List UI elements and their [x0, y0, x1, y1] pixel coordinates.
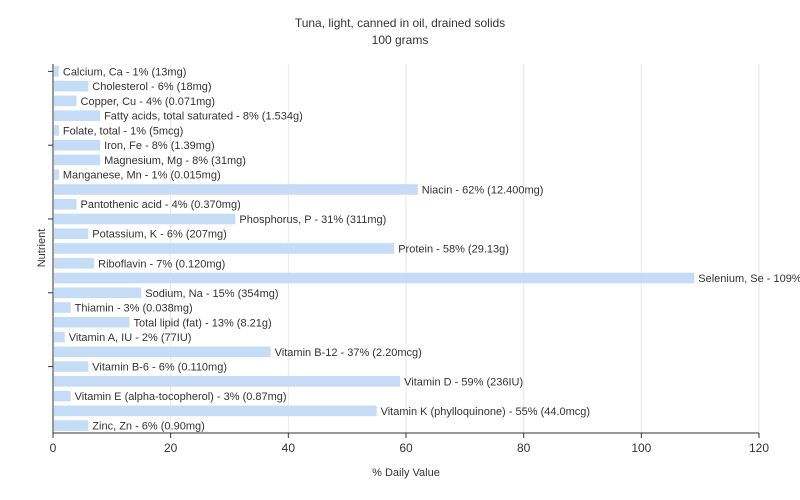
x-tick-label: 100	[631, 441, 651, 455]
bar-label: Copper, Cu - 4% (0.071mg)	[81, 96, 216, 108]
bar	[54, 80, 89, 92]
bar	[54, 213, 236, 225]
x-tick-label: 40	[282, 441, 296, 455]
bar	[54, 346, 271, 358]
bar-label: Niacin - 62% (12.400mg)	[422, 184, 544, 196]
bar	[54, 139, 101, 151]
bar-label: Vitamin E (alpha-tocopherol) - 3% (0.87m…	[75, 391, 287, 403]
bar-label: Sodium, Na - 15% (354mg)	[145, 288, 278, 300]
bar-label: Vitamin B-12 - 37% (2.20mcg)	[275, 347, 422, 359]
bar-label: Selenium, Se - 109% (76.0mcg)	[698, 273, 800, 285]
bar	[54, 154, 101, 166]
bar	[54, 405, 377, 417]
x-tick-label: 80	[517, 441, 531, 455]
bar-label: Vitamin B-6 - 6% (0.110mg)	[92, 362, 227, 374]
bar-label: Cholesterol - 6% (18mg)	[92, 81, 211, 93]
bar-label: Vitamin K (phylloquinone) - 55% (44.0mcg…	[381, 406, 591, 418]
axes: 0 20 40 60 80 100 120	[48, 64, 769, 455]
bar-label: Vitamin D - 59% (236IU)	[404, 376, 523, 388]
bar-label: Magnesium, Mg - 8% (31mg)	[104, 155, 246, 167]
bar-label: Calcium, Ca - 1% (13mg)	[63, 66, 186, 78]
x-tick-label: 20	[164, 441, 178, 455]
bar	[54, 272, 695, 284]
bar-label: Vitamin A, IU - 2% (77IU)	[69, 332, 192, 344]
bar-label: Iron, Fe - 8% (1.39mg)	[104, 140, 215, 152]
bar	[54, 302, 71, 313]
bar-label: Potassium, K - 6% (207mg)	[92, 229, 227, 241]
bar-label: Manganese, Mn - 1% (0.015mg)	[63, 170, 221, 182]
x-tick-label: 60	[399, 441, 413, 455]
bar-label: Phosphorus, P - 31% (311mg)	[239, 214, 386, 226]
y-axis-label: Nutrient	[36, 229, 48, 268]
bar	[54, 420, 89, 431]
bar-label: Fatty acids, total saturated - 8% (1.534…	[104, 111, 303, 123]
bar	[54, 95, 77, 107]
bar	[54, 66, 59, 77]
bar-label: Zinc, Zn - 6% (0.90mg)	[92, 421, 204, 433]
bar	[54, 257, 95, 269]
x-tick-label: 0	[50, 441, 57, 455]
bar	[54, 110, 101, 121]
bar-label: Protein - 58% (29.13g)	[398, 244, 509, 256]
bars: Calcium, Ca - 1% (13mg) Cholesterol - 6% …	[54, 66, 800, 433]
x-tick-label: 120	[749, 441, 769, 455]
bar	[54, 125, 59, 136]
x-axis-label: % Daily Value	[372, 467, 440, 479]
bar	[54, 287, 142, 299]
bar	[54, 228, 89, 240]
chart-title: Tuna, light, canned in oil, drained soli…	[295, 16, 505, 30]
bar	[54, 331, 65, 343]
bar	[54, 243, 395, 254]
bar-label: Riboflavin - 7% (0.120mg)	[98, 258, 225, 270]
grid-lines	[170, 64, 760, 433]
bar-label: Thiamin - 3% (0.038mg)	[75, 303, 193, 315]
bar	[54, 390, 71, 402]
bar	[54, 376, 401, 387]
bar-label: Pantothenic acid - 4% (0.370mg)	[81, 199, 241, 211]
chart-subtitle: 100 grams	[372, 33, 429, 47]
bar-label: Total lipid (fat) - 13% (8.21g)	[133, 317, 271, 329]
bar-label: Folate, total - 1% (5mcg)	[63, 125, 183, 137]
bar	[54, 361, 89, 372]
bar	[54, 198, 77, 210]
bar	[54, 316, 130, 328]
bar	[54, 184, 418, 195]
bar	[54, 169, 59, 181]
